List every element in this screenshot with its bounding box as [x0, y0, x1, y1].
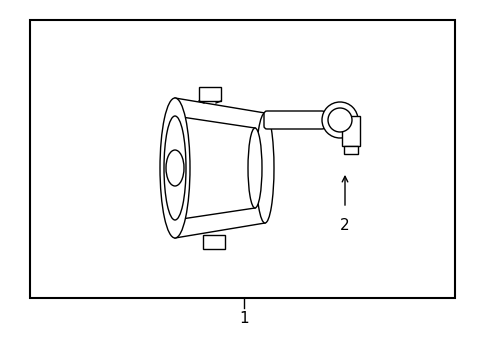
Bar: [341, 116, 359, 146]
Ellipse shape: [256, 113, 273, 223]
Bar: [199, 87, 221, 101]
Bar: [343, 146, 357, 154]
Text: 2: 2: [340, 218, 349, 233]
Ellipse shape: [321, 102, 357, 138]
Ellipse shape: [160, 98, 190, 238]
Ellipse shape: [247, 128, 262, 208]
Ellipse shape: [327, 108, 351, 132]
Ellipse shape: [163, 116, 185, 220]
Bar: [30, 20, 454, 298]
Text: 1: 1: [239, 311, 248, 326]
Ellipse shape: [165, 150, 183, 186]
Bar: [203, 235, 224, 249]
FancyBboxPatch shape: [264, 111, 325, 129]
